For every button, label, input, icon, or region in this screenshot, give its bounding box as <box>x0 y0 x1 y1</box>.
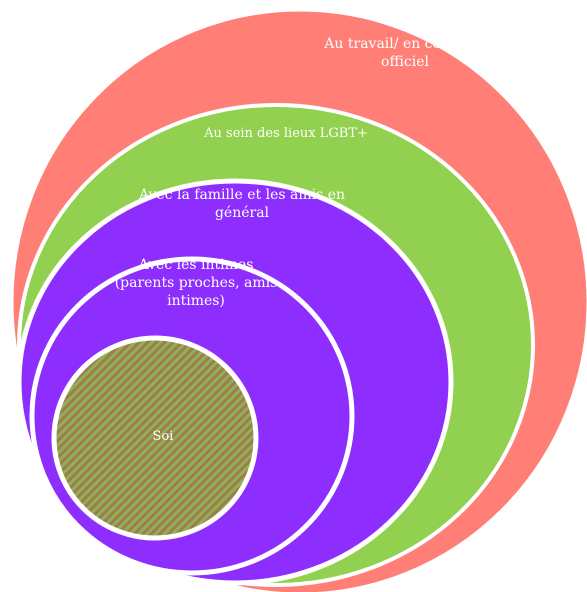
label-work: Au travail/ en contexte officiel <box>323 36 485 70</box>
label-self: Soi <box>153 429 174 444</box>
circle-self <box>51 335 259 541</box>
label-intimates-line-3: intimes) <box>167 293 225 309</box>
label-intimates: Avec les intimes (parents proches, amis … <box>115 257 278 309</box>
label-lgbt-line-1: Au sein des lieux LGBT+ <box>203 126 368 141</box>
label-family-line-2: général <box>215 205 270 221</box>
label-lgbt: Au sein des lieux LGBT+ <box>203 126 368 141</box>
label-self-line-1: Soi <box>153 429 174 444</box>
label-intimates-line-1: Avec les intimes <box>138 257 254 273</box>
label-work-line-1: Au travail/ en contexte <box>323 36 485 52</box>
label-family-line-1: Avec la famille et les amis en <box>138 187 345 203</box>
label-work-line-2: officiel <box>381 54 429 70</box>
label-family: Avec la famille et les amis en général <box>138 187 345 221</box>
label-intimates-line-2: (parents proches, amis <box>115 275 278 291</box>
